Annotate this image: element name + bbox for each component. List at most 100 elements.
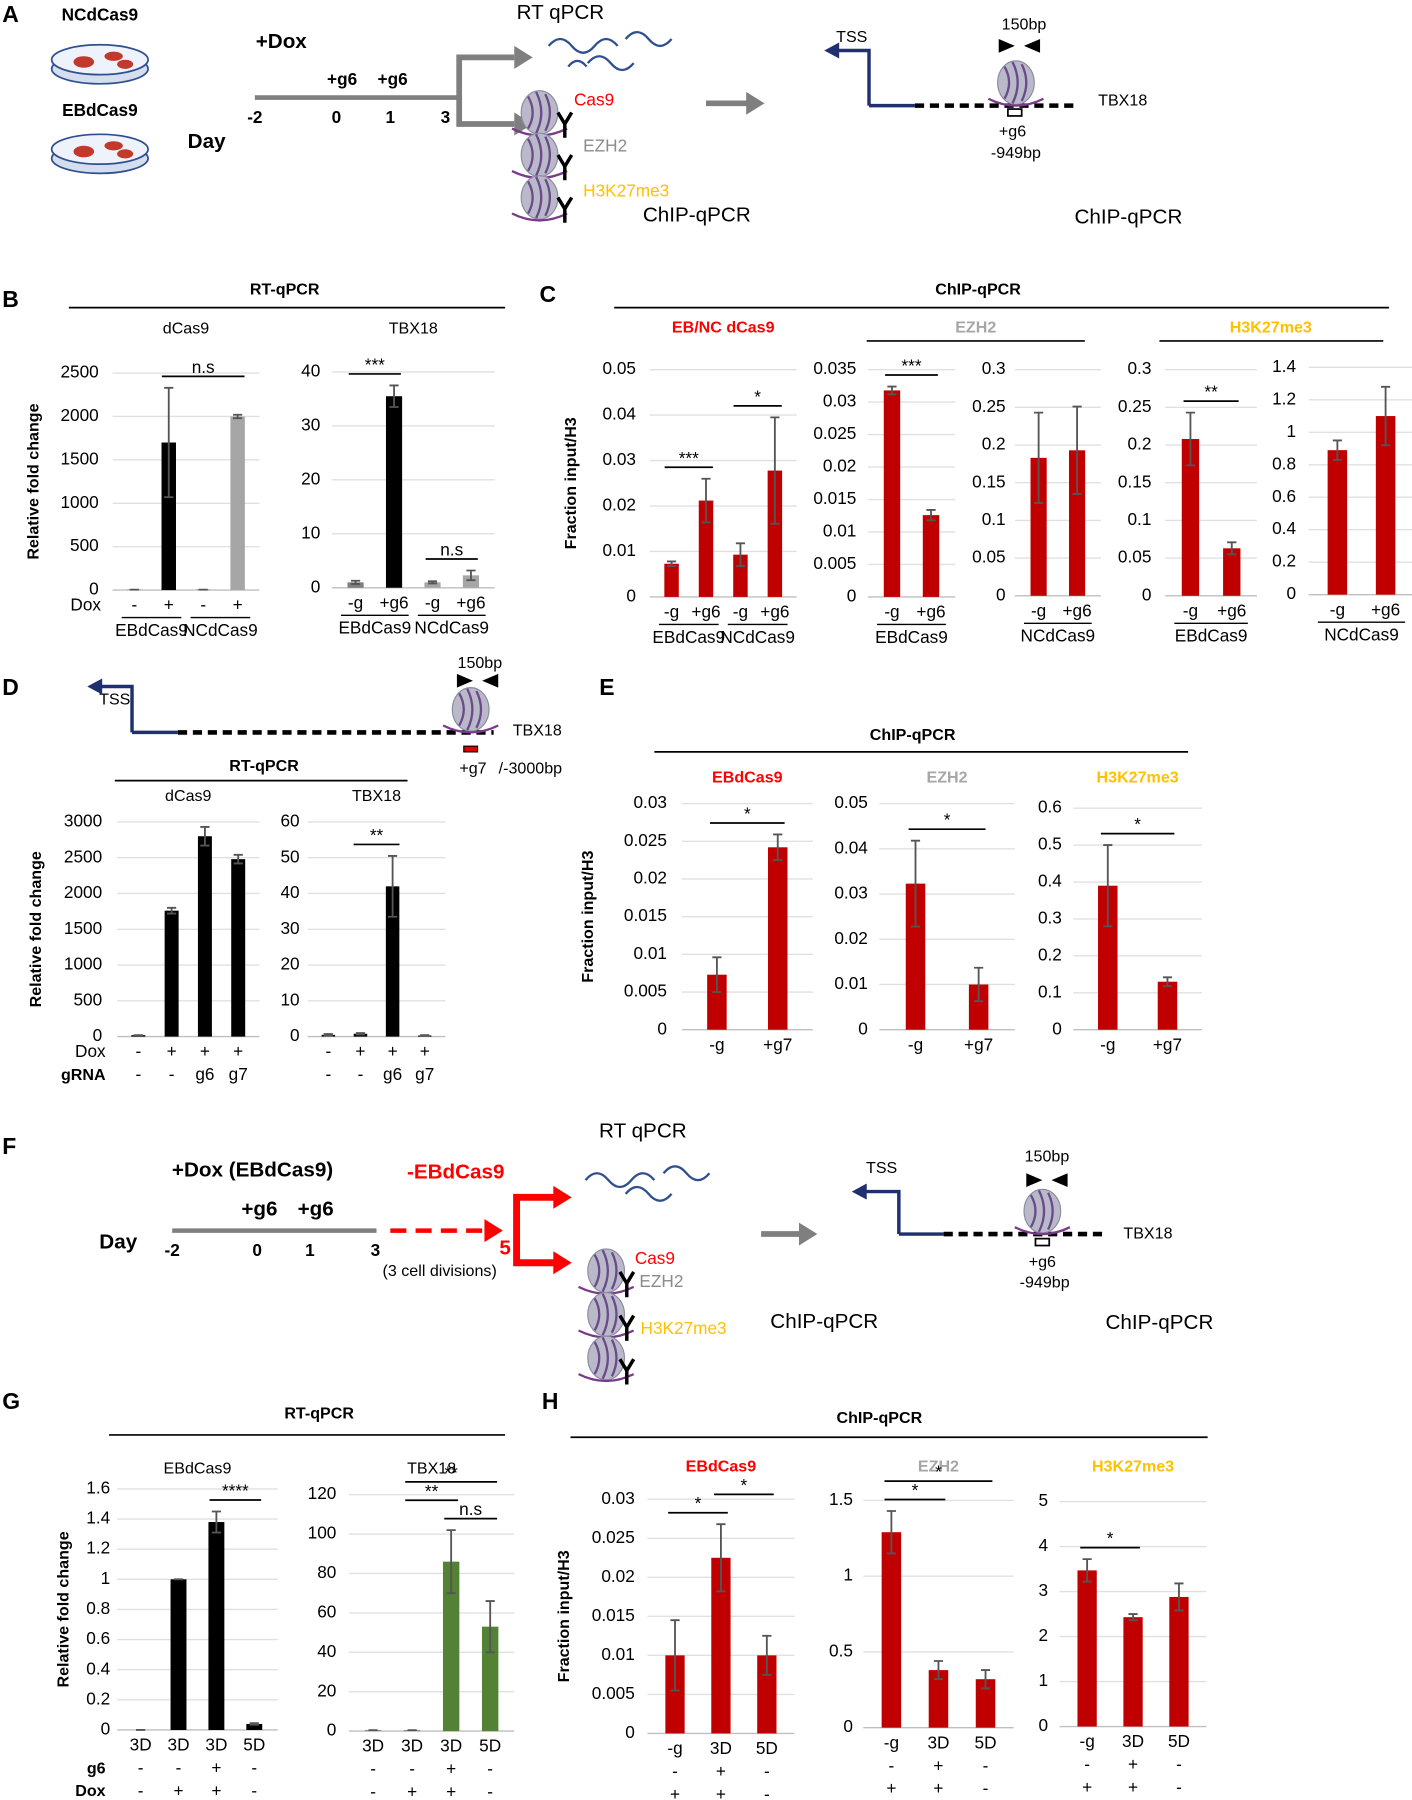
x-tick-label: + bbox=[167, 1041, 177, 1061]
y-tick-label: 0.15 bbox=[972, 471, 1005, 491]
rna-waves bbox=[584, 1165, 711, 1202]
error-bar bbox=[485, 1600, 495, 1654]
y-tick-label: 0.015 bbox=[592, 1605, 635, 1625]
x-tick-label: 5D bbox=[1168, 1731, 1190, 1751]
y-tick-label: 0 bbox=[858, 1018, 868, 1038]
y-tick-label: 0.025 bbox=[592, 1527, 635, 1547]
y-tick-label: 80 bbox=[317, 1562, 336, 1582]
y-tick-label: 0.1 bbox=[982, 509, 1006, 529]
y-tick-label: 0.3 bbox=[1127, 358, 1151, 378]
y-tick-label: 0.005 bbox=[592, 1683, 635, 1703]
timeline-day: 3 bbox=[371, 1240, 381, 1260]
bar bbox=[164, 910, 179, 1037]
position-label: /-3000bp bbox=[499, 759, 562, 777]
row-value: + bbox=[670, 1784, 680, 1800]
tss-arrow bbox=[835, 48, 871, 106]
y-axis-label: Relative fold change bbox=[27, 851, 45, 1007]
chart-title: EZH2 bbox=[927, 769, 968, 787]
row-value: - bbox=[409, 1759, 415, 1779]
x-tick-label: +g6 bbox=[760, 602, 789, 622]
error-bar bbox=[1082, 1558, 1092, 1583]
group-label: EBdCas9 bbox=[338, 618, 411, 638]
arrowhead bbox=[514, 45, 533, 69]
panel-label: F bbox=[2, 1133, 16, 1159]
y-tick-label: 0 bbox=[996, 584, 1006, 604]
assay-label: ChIP-qPCR bbox=[770, 1310, 878, 1333]
guide-site bbox=[1007, 108, 1023, 117]
bar bbox=[905, 883, 926, 1030]
error-bar bbox=[350, 579, 361, 585]
y-tick-label: 20 bbox=[280, 954, 299, 974]
section-title: RT-qPCR bbox=[229, 757, 299, 775]
y-tick-label: 0.4 bbox=[86, 1658, 110, 1678]
chart-title: dCas9 bbox=[165, 787, 211, 805]
y-tick-label: 0.025 bbox=[813, 423, 856, 443]
y-tick-label: 0.2 bbox=[1038, 944, 1062, 964]
note: (3 cell divisions) bbox=[383, 1262, 497, 1280]
chart-title: EBdCas9 bbox=[686, 1457, 757, 1475]
guide-site bbox=[1034, 1237, 1051, 1247]
y-tick-label: 0.03 bbox=[823, 391, 856, 411]
panel-label: A bbox=[2, 1, 19, 27]
nucleosome bbox=[987, 59, 1045, 107]
row-value: + bbox=[1082, 1777, 1092, 1797]
x-tick-label: +g7 bbox=[964, 1034, 993, 1054]
y-tick-label: 1.2 bbox=[86, 1538, 110, 1558]
panel-label: C bbox=[540, 281, 557, 307]
error-bar bbox=[427, 580, 438, 585]
x-tick-label: 3D bbox=[1122, 1731, 1144, 1751]
chart-title: EB/NC dCas9 bbox=[672, 319, 775, 337]
amplicon-label: 150bp bbox=[1002, 16, 1047, 34]
significance-label: * bbox=[754, 386, 761, 406]
significance-label: * bbox=[935, 1462, 942, 1482]
error-bar bbox=[716, 1523, 726, 1593]
arrowhead bbox=[553, 1251, 572, 1275]
bar bbox=[230, 416, 245, 591]
treatment-label: +Dox bbox=[256, 30, 308, 53]
x-tick-label: +g6 bbox=[1062, 600, 1091, 620]
y-tick-label: 1.6 bbox=[86, 1477, 110, 1497]
row-value: + bbox=[933, 1755, 943, 1775]
group-label: NCdCas9 bbox=[414, 618, 489, 638]
y-tick-label: 1.5 bbox=[829, 1489, 853, 1509]
error-bar bbox=[167, 906, 177, 915]
y-tick-label: 1500 bbox=[60, 448, 98, 468]
bar bbox=[1223, 548, 1241, 596]
group-label: NCdCas9 bbox=[720, 627, 795, 647]
x-tick-label: + bbox=[233, 1041, 243, 1061]
panel-label: D bbox=[2, 674, 19, 700]
bar bbox=[208, 1522, 225, 1730]
error-bar bbox=[712, 956, 722, 993]
antibody bbox=[618, 1270, 636, 1299]
y-tick-label: 0.05 bbox=[972, 547, 1005, 567]
group-label: EBdCas9 bbox=[115, 620, 188, 640]
guide-label: +g6 bbox=[999, 122, 1026, 140]
y-tick-label: 2000 bbox=[64, 882, 102, 902]
row-value: - bbox=[1084, 1754, 1090, 1774]
antibody bbox=[556, 195, 574, 225]
bar bbox=[698, 500, 714, 597]
antibody bbox=[556, 110, 574, 140]
error-bar bbox=[770, 416, 780, 525]
x-tick-label: -g bbox=[425, 592, 440, 612]
rna-waves bbox=[547, 31, 673, 72]
y-tick-label: 0.15 bbox=[1118, 471, 1151, 491]
significance-label: * bbox=[1107, 1528, 1114, 1548]
day-label: Day bbox=[99, 1231, 137, 1254]
x-tick-label: 3D bbox=[130, 1735, 152, 1755]
error-bar bbox=[980, 1669, 991, 1690]
y-axis-label: Relative fold change bbox=[55, 1531, 73, 1687]
bar bbox=[883, 390, 901, 597]
significance-label: **** bbox=[222, 1481, 249, 1501]
y-tick-label: 0.03 bbox=[602, 449, 635, 469]
gene-label: TBX18 bbox=[513, 722, 562, 740]
x-tick-label: -g bbox=[1079, 1731, 1094, 1751]
bar bbox=[170, 1579, 187, 1730]
tss-arrow bbox=[98, 684, 134, 733]
row-label: Dox bbox=[75, 1782, 105, 1800]
guide-label: +g6 bbox=[298, 1197, 334, 1220]
chart-title: TBX18 bbox=[407, 1460, 456, 1478]
bar bbox=[881, 1532, 902, 1728]
treatment-label: +Dox (EBdCas9) bbox=[172, 1158, 333, 1181]
y-tick-label: 0.025 bbox=[624, 830, 667, 850]
